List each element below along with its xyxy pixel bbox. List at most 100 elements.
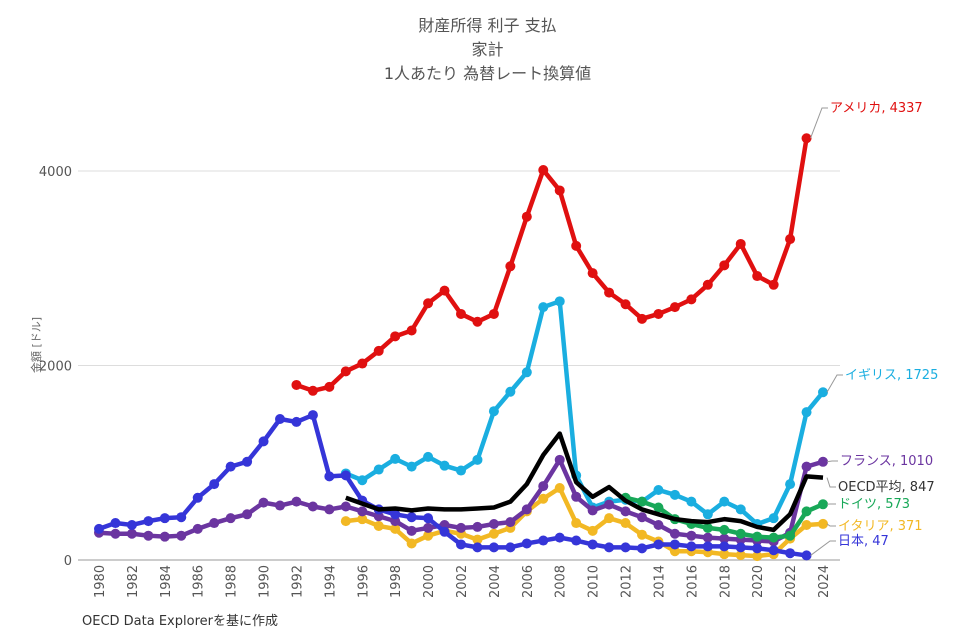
- data-point: [126, 519, 137, 530]
- series-end-label: OECD平均, 847: [838, 480, 935, 495]
- data-point: [340, 366, 351, 377]
- data-point: [406, 538, 417, 549]
- series-end-label: アメリカ, 4337: [830, 101, 923, 116]
- x-tick-label: 1988: [225, 565, 240, 598]
- data-point: [818, 499, 828, 510]
- series-line-アメリカ: [295, 137, 809, 394]
- data-point: [505, 261, 516, 272]
- data-point: [554, 532, 565, 543]
- data-point: [505, 542, 516, 553]
- data-point: [258, 436, 269, 447]
- data-point: [159, 513, 170, 524]
- data-point: [702, 541, 713, 552]
- series-end-label: イギリス, 1725: [845, 368, 938, 383]
- data-point: [571, 518, 582, 529]
- data-point: [719, 260, 730, 271]
- data-point: [275, 413, 285, 424]
- x-tick-label: 2016: [685, 565, 700, 598]
- data-point: [505, 386, 516, 397]
- data-point: [702, 509, 713, 520]
- x-tick-label: 2006: [521, 565, 536, 598]
- data-point: [307, 501, 318, 512]
- data-point: [686, 496, 697, 507]
- data-point: [225, 461, 236, 472]
- data-point: [176, 530, 187, 541]
- data-point: [801, 519, 812, 530]
- chart-title-line-3: 1人あたり 為替レート換算値: [383, 64, 592, 83]
- x-tick-label: 1994: [323, 565, 338, 598]
- data-point: [538, 302, 549, 313]
- data-point: [719, 549, 730, 560]
- data-point: [768, 279, 779, 290]
- data-point: [275, 500, 285, 511]
- data-point: [340, 501, 351, 512]
- data-point: [653, 502, 664, 513]
- x-tick-label: 1984: [159, 565, 174, 598]
- data-point: [176, 512, 187, 523]
- data-point: [488, 542, 499, 553]
- x-tick-label: 2012: [620, 565, 635, 598]
- data-point: [587, 505, 598, 516]
- data-point: [554, 296, 565, 307]
- data-point: [357, 506, 368, 517]
- series-end-label: ドイツ, 573: [838, 497, 910, 512]
- data-point: [373, 464, 384, 475]
- data-point: [488, 528, 499, 539]
- data-point: [406, 525, 417, 536]
- data-point: [143, 530, 154, 541]
- data-point: [521, 211, 532, 222]
- label-leader-line: [826, 523, 836, 527]
- data-point: [620, 299, 631, 310]
- data-point: [818, 456, 828, 467]
- data-point: [390, 331, 401, 342]
- data-point: [423, 522, 434, 533]
- data-point: [143, 516, 154, 527]
- data-point: [242, 456, 253, 467]
- x-tick-label: 2002: [455, 565, 470, 598]
- series-end-label: 日本, 47: [838, 534, 889, 549]
- series-end-label: フランス, 1010: [840, 454, 933, 469]
- data-point: [686, 294, 697, 305]
- data-point: [768, 545, 779, 556]
- data-point: [192, 492, 203, 503]
- data-point: [242, 509, 253, 520]
- label-leader-line: [826, 460, 838, 463]
- series-end-label: イタリア, 371: [838, 519, 923, 534]
- data-point: [587, 539, 598, 550]
- data-point: [258, 497, 269, 508]
- data-point: [735, 238, 746, 249]
- data-point: [439, 460, 450, 471]
- data-point: [669, 528, 680, 539]
- data-point: [521, 367, 532, 378]
- data-point: [159, 531, 170, 542]
- x-tick-label: 1990: [258, 565, 273, 598]
- data-point: [209, 518, 220, 529]
- data-point: [768, 513, 779, 524]
- data-point: [126, 528, 137, 539]
- data-point: [702, 279, 713, 290]
- data-point: [307, 385, 318, 396]
- x-tick-label: 1982: [126, 565, 141, 598]
- data-point: [768, 532, 779, 543]
- data-point: [801, 133, 812, 144]
- data-point: [719, 541, 730, 552]
- y-tick-label: 0: [64, 554, 72, 569]
- data-point: [423, 451, 434, 462]
- chart-title-line-2: 家計: [471, 40, 504, 59]
- data-point: [637, 496, 647, 507]
- data-point: [785, 479, 796, 490]
- data-point: [307, 410, 318, 421]
- data-point: [373, 520, 384, 531]
- data-point: [637, 512, 647, 523]
- data-point: [702, 522, 713, 533]
- data-point: [439, 285, 450, 296]
- data-point: [719, 524, 730, 535]
- data-point: [390, 453, 401, 464]
- data-point: [423, 530, 434, 541]
- data-point: [620, 542, 631, 553]
- data-point: [538, 535, 549, 546]
- label-leader-line: [826, 374, 843, 393]
- data-point: [571, 535, 582, 546]
- label-leader-line: [810, 540, 836, 556]
